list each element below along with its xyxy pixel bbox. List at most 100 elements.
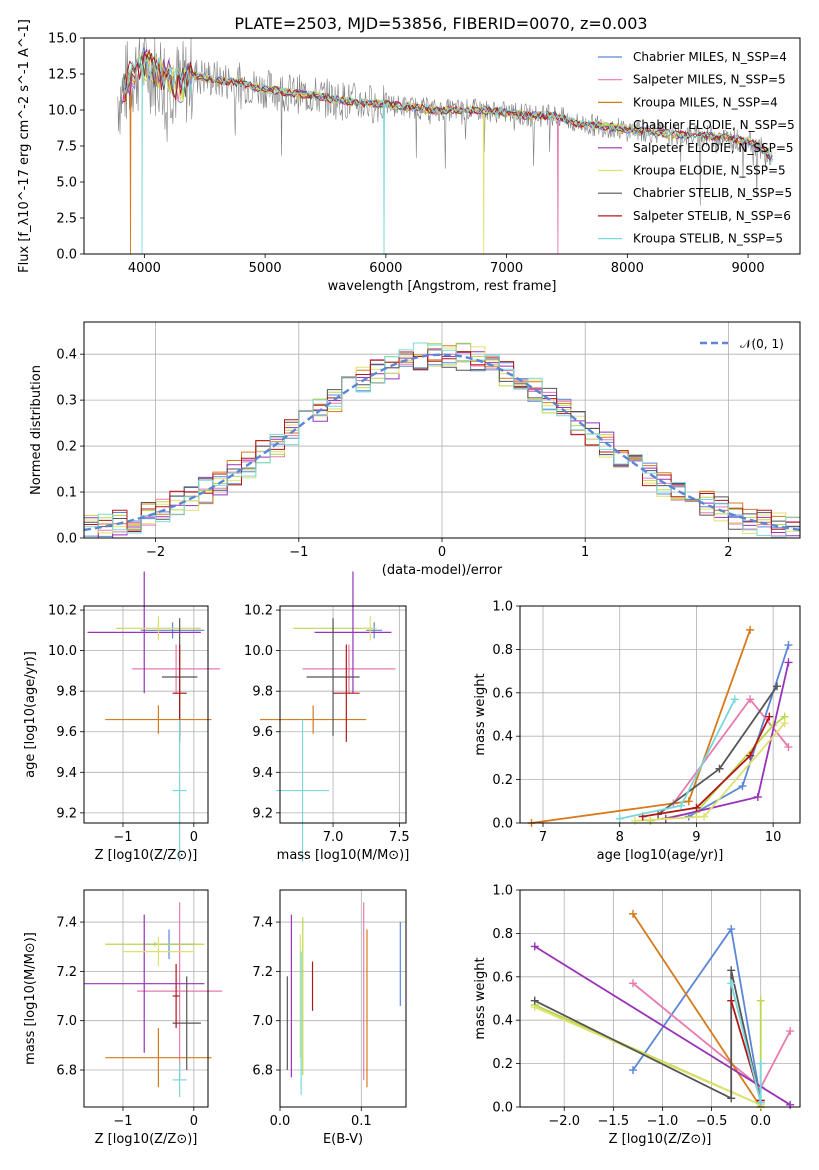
weight-point-marker [765, 712, 774, 721]
age_vs_Z-panel: −1 0 9.2 9.4 9.6 9.8 10.0 10.2 Z [log10(Z/Z⊙)] ag… [23, 571, 221, 863]
legend-entry: Chabrier MILES, N_SSP=4 [633, 50, 787, 64]
weight-point-marker [727, 925, 736, 934]
weight-point-marker [784, 658, 793, 667]
axes-frame [519, 605, 801, 824]
x-tick-label: 0.0 [750, 1114, 771, 1129]
spectrum-panel: 4000 5000 6000 7000 8000 9000 0.0 2.5 5.0 7.5 10.0… [17, 19, 801, 294]
x-tick-label: 7.0 [323, 830, 344, 845]
y-tick-label: 0.4 [492, 730, 513, 745]
y-tick-label: 0.3 [56, 394, 77, 409]
y-tick-label: 0.4 [492, 1014, 513, 1029]
y-tick-label: 0.2 [492, 773, 513, 788]
x-axis-label: Z [log10(Z/Z⊙)] [95, 1132, 198, 1147]
x-tick-label: 8 [616, 830, 624, 845]
axes-frame [83, 605, 209, 824]
y-tick-label: 0.8 [492, 643, 513, 658]
weight-point-marker [628, 1066, 637, 1075]
x-tick-label: 8000 [611, 261, 644, 276]
x-tick-label: −1 [113, 830, 132, 845]
y-tick-label: 9.8 [56, 685, 77, 700]
y-tick-label: 0.0 [492, 1101, 513, 1116]
weight_vs_age-plot-area [527, 625, 793, 827]
legend-entry: 𝒩(0, 1) [740, 337, 784, 351]
x-tick-label: 9 [692, 830, 700, 845]
weight-point-marker [746, 751, 755, 760]
legend-entry: Salpeter ELODIE, N_SSP=5 [633, 141, 794, 155]
y-tick-label: 0.4 [56, 348, 77, 363]
weight-point-marker [746, 695, 755, 704]
y-tick-label: 0.8 [492, 927, 513, 942]
weight-series-chabrier-stelib [534, 970, 762, 1103]
x-tick-label: 0 [190, 830, 198, 845]
weight-point-marker [727, 1094, 736, 1103]
y-tick-label: 9.6 [56, 725, 77, 740]
weight-point-marker [756, 1098, 765, 1107]
y-tick-label: 9.4 [56, 766, 77, 781]
y-tick-label: 6.8 [56, 1064, 77, 1079]
spectrum-plot-area [117, 37, 773, 255]
legend-entry: Kroupa ELODIE, N_SSP=5 [633, 164, 786, 178]
y-tick-label: 0.0 [492, 817, 513, 832]
y-tick-label: 1.0 [492, 600, 513, 615]
y-tick-label: 0.2 [492, 1057, 513, 1072]
weight-point-marker [677, 801, 686, 810]
residuals-plot-area [83, 342, 801, 539]
age_vs_mass-plot-area [260, 571, 396, 862]
histogram-kroupa-stelib [84, 342, 800, 538]
x-tick-label: 6000 [369, 261, 402, 276]
y-tick-label: 0.0 [56, 532, 77, 547]
model-spectrum-chabrier-stelib [122, 53, 773, 161]
x-tick-label: 7000 [490, 261, 523, 276]
x-tick-label: 0.0 [270, 1114, 291, 1129]
x-tick-label: 9000 [732, 261, 765, 276]
normal-reference-curve [83, 353, 801, 532]
x-axis-label: age [log10(age/yr)] [597, 848, 724, 863]
legend-entry: Chabrier ELODIE, N_SSP=5 [633, 118, 795, 132]
spectrum-legend: Chabrier MILES, N_SSP=4 Salpeter MILES, N… [598, 50, 795, 246]
weight-point-marker [628, 979, 637, 988]
weight-point-marker [727, 979, 736, 988]
x-tick-label: 4000 [128, 261, 161, 276]
x-tick-label: 1 [581, 545, 589, 560]
y-tick-label: 7.5 [56, 140, 77, 155]
y-tick-label: 9.2 [56, 806, 77, 821]
histogram-salpeter-stelib [84, 351, 800, 532]
weight-series-salpeter-stelib [642, 716, 771, 818]
weight-point-marker [756, 1059, 765, 1068]
age_vs_Z-plot-area [87, 571, 221, 862]
mass_vs_ebv-panel: 0.0 0.1 6.8 7.0 7.2 7.4 E(B-V) [252, 889, 407, 1147]
y-tick-label: 0.1 [56, 486, 77, 501]
x-tick-label: 0.1 [351, 1114, 372, 1129]
x-tick-label: −1 [289, 545, 308, 560]
legend-entry: Chabrier STELIB, N_SSP=5 [633, 186, 792, 200]
axes-frame [279, 889, 407, 1108]
x-axis-label: (data-model)/error [382, 563, 503, 578]
legend-entry: Salpeter MILES, N_SSP=5 [633, 73, 786, 87]
mass_vs_Z-panel: −1 0 6.8 7.0 7.2 7.4 Z [log10(Z/Z⊙)] mass [log1… [23, 889, 223, 1147]
weight-point-marker [530, 996, 539, 1005]
model-spectrum-salpeter-stelib [122, 48, 773, 160]
residuals-panel: −2 −1 0 1 2 0.0 0.1 0.2 0.3 0.4 (data-model)/error… [29, 321, 801, 578]
y-tick-label: 10.2 [48, 604, 77, 619]
y-axis-label: mass weight [473, 957, 488, 1039]
y-tick-label: 7.4 [56, 916, 77, 931]
y-tick-label: 2.5 [56, 212, 77, 227]
y-tick-label: 15.0 [48, 32, 77, 47]
y-tick-label: 5.0 [56, 176, 77, 191]
weight-point-marker [780, 719, 789, 728]
x-tick-label: 2 [724, 545, 732, 560]
y-axis-label: mass [log10(M/M⊙)] [23, 932, 38, 1065]
legend-entry: Kroupa MILES, N_SSP=4 [633, 95, 778, 109]
weight-series-kroupa-miles [531, 629, 751, 824]
axes-frame [279, 605, 407, 824]
model-spectrum-kroupa-stelib [122, 55, 773, 255]
x-tick-label: −2.0 [548, 1114, 580, 1129]
weight-point-marker [700, 812, 709, 821]
weight-point-marker [631, 816, 640, 825]
axes-frame [83, 321, 801, 539]
x-tick-label: −1.5 [598, 1114, 630, 1129]
x-tick-label: −2 [146, 545, 165, 560]
y-tick-label: 10.0 [48, 104, 77, 119]
weight-point-marker [738, 782, 747, 791]
